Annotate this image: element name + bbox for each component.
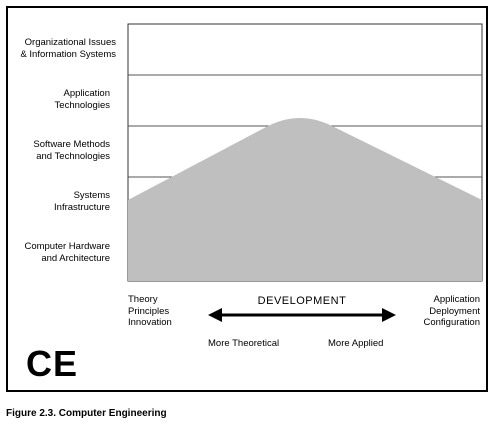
row-label-organizational: Organizational Issues & Information Syst…: [20, 37, 116, 60]
axis-right-label: Application Deployment Configuration: [423, 294, 480, 328]
row-label-application: Application Technologies: [54, 88, 110, 111]
more-theoretical-label: More Theoretical: [208, 338, 280, 349]
more-applied-label: More Applied: [328, 338, 384, 349]
row-label-systems: Systems Infrastructure: [54, 190, 110, 213]
development-label: DEVELOPMENT: [257, 295, 347, 307]
coverage-area: [128, 118, 482, 281]
axis-left-label: Theory Principles Innovation: [128, 294, 172, 328]
row-label-software: Software Methods and Technologies: [33, 139, 110, 162]
development-arrow: [208, 308, 396, 322]
row-label-hardware: Computer Hardware and Architecture: [24, 241, 110, 264]
figure-caption: Figure 2.3. Computer Engineering: [6, 408, 167, 419]
ce-logo: CE: [26, 343, 79, 384]
